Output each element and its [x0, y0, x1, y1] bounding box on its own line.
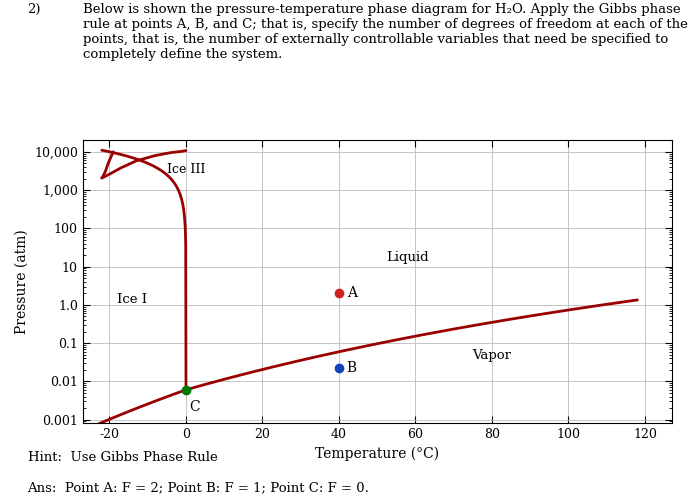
Text: A: A	[347, 287, 357, 300]
Text: C: C	[189, 400, 200, 414]
Text: Liquid: Liquid	[387, 251, 429, 264]
Text: Hint:  Use Gibbs Phase Rule: Hint: Use Gibbs Phase Rule	[28, 451, 217, 464]
Text: Ice I: Ice I	[117, 293, 147, 306]
Text: B: B	[347, 361, 357, 375]
Text: 2): 2)	[28, 3, 41, 16]
Text: Ans:  Point A: F = 2; Point B: F = 1; Point C: F = 0.: Ans: Point A: F = 2; Point B: F = 1; Poi…	[28, 481, 369, 494]
Y-axis label: Pressure (atm): Pressure (atm)	[14, 229, 28, 334]
Text: Vapor: Vapor	[473, 349, 511, 362]
Text: Below is shown the pressure-temperature phase diagram for H₂O. Apply the Gibbs p: Below is shown the pressure-temperature …	[83, 3, 688, 61]
Text: Ice III: Ice III	[167, 163, 205, 176]
X-axis label: Temperature (°C): Temperature (°C)	[315, 447, 440, 461]
